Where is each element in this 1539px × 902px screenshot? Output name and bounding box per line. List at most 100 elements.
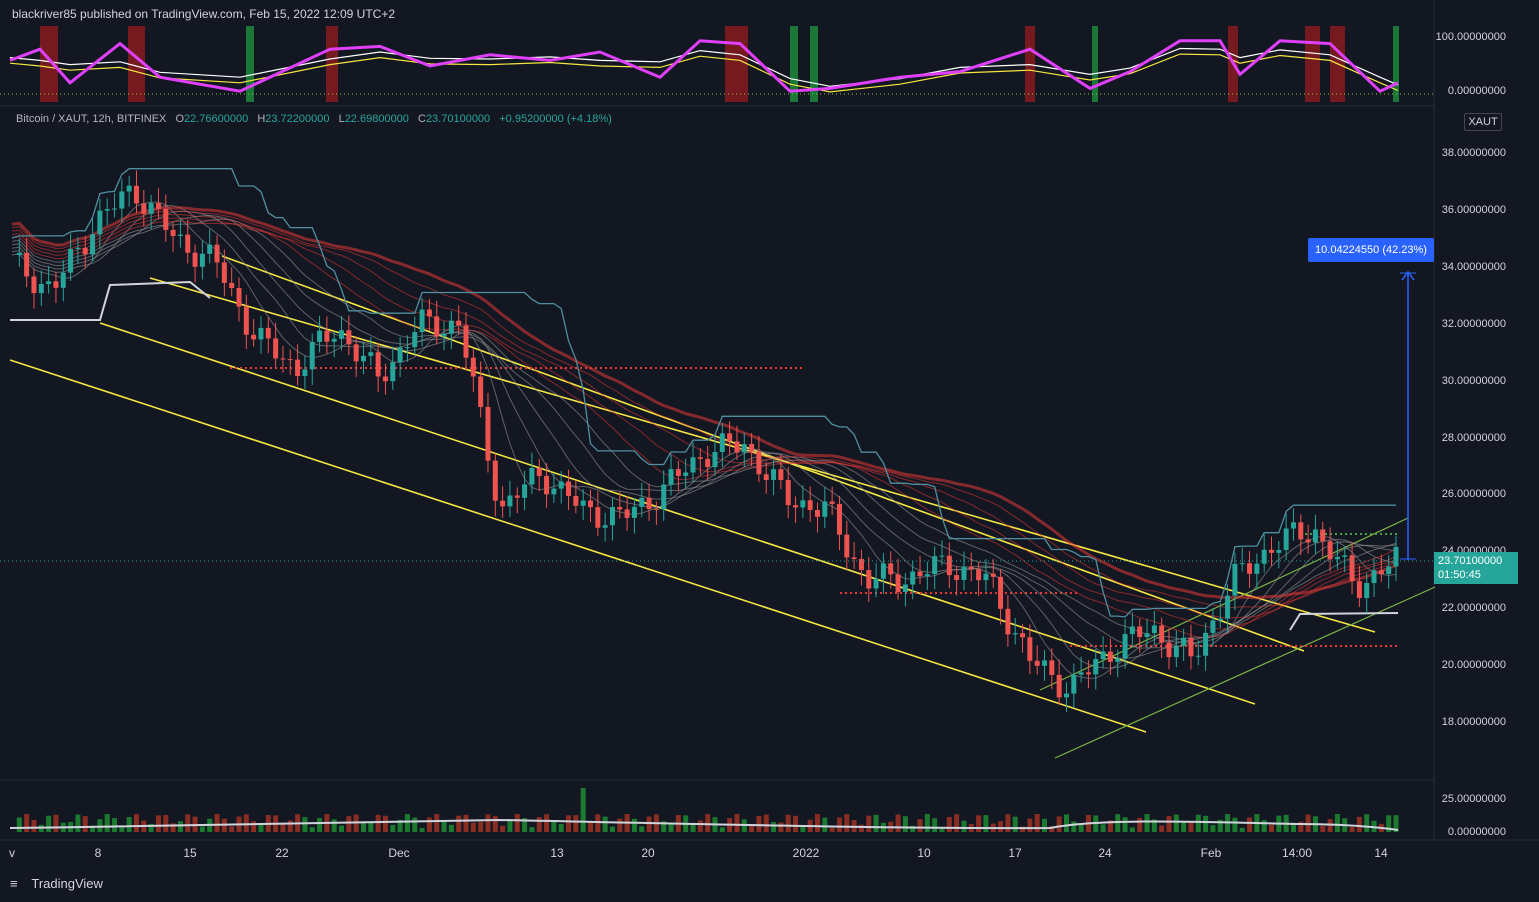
candle-body xyxy=(1320,529,1326,542)
date-axis-label: 14:00 xyxy=(1281,846,1313,860)
volume-bar xyxy=(910,825,916,832)
volume-bar xyxy=(1129,827,1135,832)
volume-bar xyxy=(1159,825,1165,832)
date-axis-label: 24 xyxy=(1098,846,1112,860)
candle-body xyxy=(68,248,74,273)
candle-body xyxy=(426,309,432,317)
candle-body xyxy=(155,203,161,209)
candle-body xyxy=(1298,522,1304,540)
candle-body xyxy=(1247,563,1253,574)
candle-body xyxy=(1078,672,1084,675)
volume-bar xyxy=(529,827,535,832)
candle-body xyxy=(536,467,542,476)
volume-bar xyxy=(507,819,513,832)
candle-body xyxy=(807,500,813,511)
candle-body xyxy=(1378,570,1384,575)
volume-bar xyxy=(998,821,1004,832)
date-axis-label: 2022 xyxy=(792,846,820,860)
volume-bar xyxy=(566,815,572,832)
candle-body xyxy=(265,327,271,339)
volume-bar xyxy=(778,822,784,832)
candle-body xyxy=(1203,632,1209,656)
channel-line xyxy=(221,255,1305,652)
candle-body xyxy=(961,566,967,580)
candle-body xyxy=(302,369,308,377)
candle-body xyxy=(60,272,66,288)
volume-bar xyxy=(697,820,703,832)
volume-bar xyxy=(1239,827,1245,832)
volume-bar xyxy=(573,815,579,832)
volume-bar xyxy=(1020,826,1026,832)
date-axis-label: v xyxy=(9,846,15,860)
volume-bar xyxy=(1107,820,1113,832)
volume-bar xyxy=(119,827,125,832)
candle-body xyxy=(441,333,447,337)
candle-body xyxy=(1012,633,1018,635)
volume-bar xyxy=(873,814,879,832)
candle-body xyxy=(448,320,454,334)
volume-bar xyxy=(1356,816,1362,832)
volume-axis-label: 0.00000000 xyxy=(1447,826,1506,838)
candle-body xyxy=(1327,541,1333,560)
candle-body xyxy=(170,229,176,236)
candle-body xyxy=(1195,655,1201,657)
candle-body xyxy=(404,347,410,349)
candle-body xyxy=(1107,651,1113,662)
volume-bar xyxy=(1188,822,1194,832)
volume-bar xyxy=(1078,823,1084,832)
volume-bar xyxy=(1298,821,1304,832)
candle-body xyxy=(1371,570,1377,584)
volume-bar xyxy=(544,814,550,832)
volume-bar xyxy=(280,824,286,832)
candle-body xyxy=(558,481,564,489)
candle-body xyxy=(609,507,615,526)
candle-body xyxy=(207,244,213,254)
candle-body xyxy=(309,341,315,370)
volume-bar xyxy=(646,816,652,832)
candle-body xyxy=(902,584,908,593)
volume-bar xyxy=(90,825,96,832)
current-price-tag: 23.70100000 01:50:45 xyxy=(1434,552,1518,584)
volume-bar xyxy=(302,817,308,832)
candle-body xyxy=(163,208,169,230)
candle-body xyxy=(697,457,703,459)
volume-bar xyxy=(836,817,842,832)
volume-bar xyxy=(1049,826,1055,832)
oscillator-axis-label: 0.00000000 xyxy=(1447,85,1506,97)
volume-bar xyxy=(485,814,491,832)
volume-bar xyxy=(983,815,989,832)
ribbon-line xyxy=(11,214,1397,649)
candle-body xyxy=(749,444,755,452)
candle-body xyxy=(587,500,593,508)
volume-bar xyxy=(229,826,235,832)
candle-body xyxy=(1144,633,1150,638)
currency-badge[interactable]: XAUT xyxy=(1464,113,1502,131)
candle-body xyxy=(360,355,366,362)
candle-body xyxy=(815,510,821,517)
volume-bar xyxy=(441,819,447,832)
candle-body xyxy=(485,406,491,461)
candle-body xyxy=(954,575,960,580)
channel-line xyxy=(1054,586,1436,759)
candle-body xyxy=(675,469,681,476)
candle-body xyxy=(741,444,747,453)
candle-body xyxy=(1232,563,1238,596)
volume-bar xyxy=(946,816,952,832)
date-axis-label: 13 xyxy=(550,846,564,860)
ribbon-line xyxy=(11,201,1397,679)
candle-body xyxy=(1122,634,1128,659)
tradingview-footer[interactable]: ≡ TradingView xyxy=(10,876,103,891)
ribbon-line xyxy=(11,206,1397,600)
volume-bar xyxy=(492,816,498,832)
volume-bar xyxy=(177,821,183,832)
candle-body xyxy=(390,362,396,382)
volume-bar xyxy=(426,817,432,832)
candle-body xyxy=(375,352,381,377)
volume-bar xyxy=(1217,819,1223,832)
candle-body xyxy=(785,479,791,506)
candle-body xyxy=(639,497,645,507)
candle-body xyxy=(566,481,572,496)
candle-body xyxy=(924,574,930,577)
volume-bar xyxy=(580,788,586,832)
